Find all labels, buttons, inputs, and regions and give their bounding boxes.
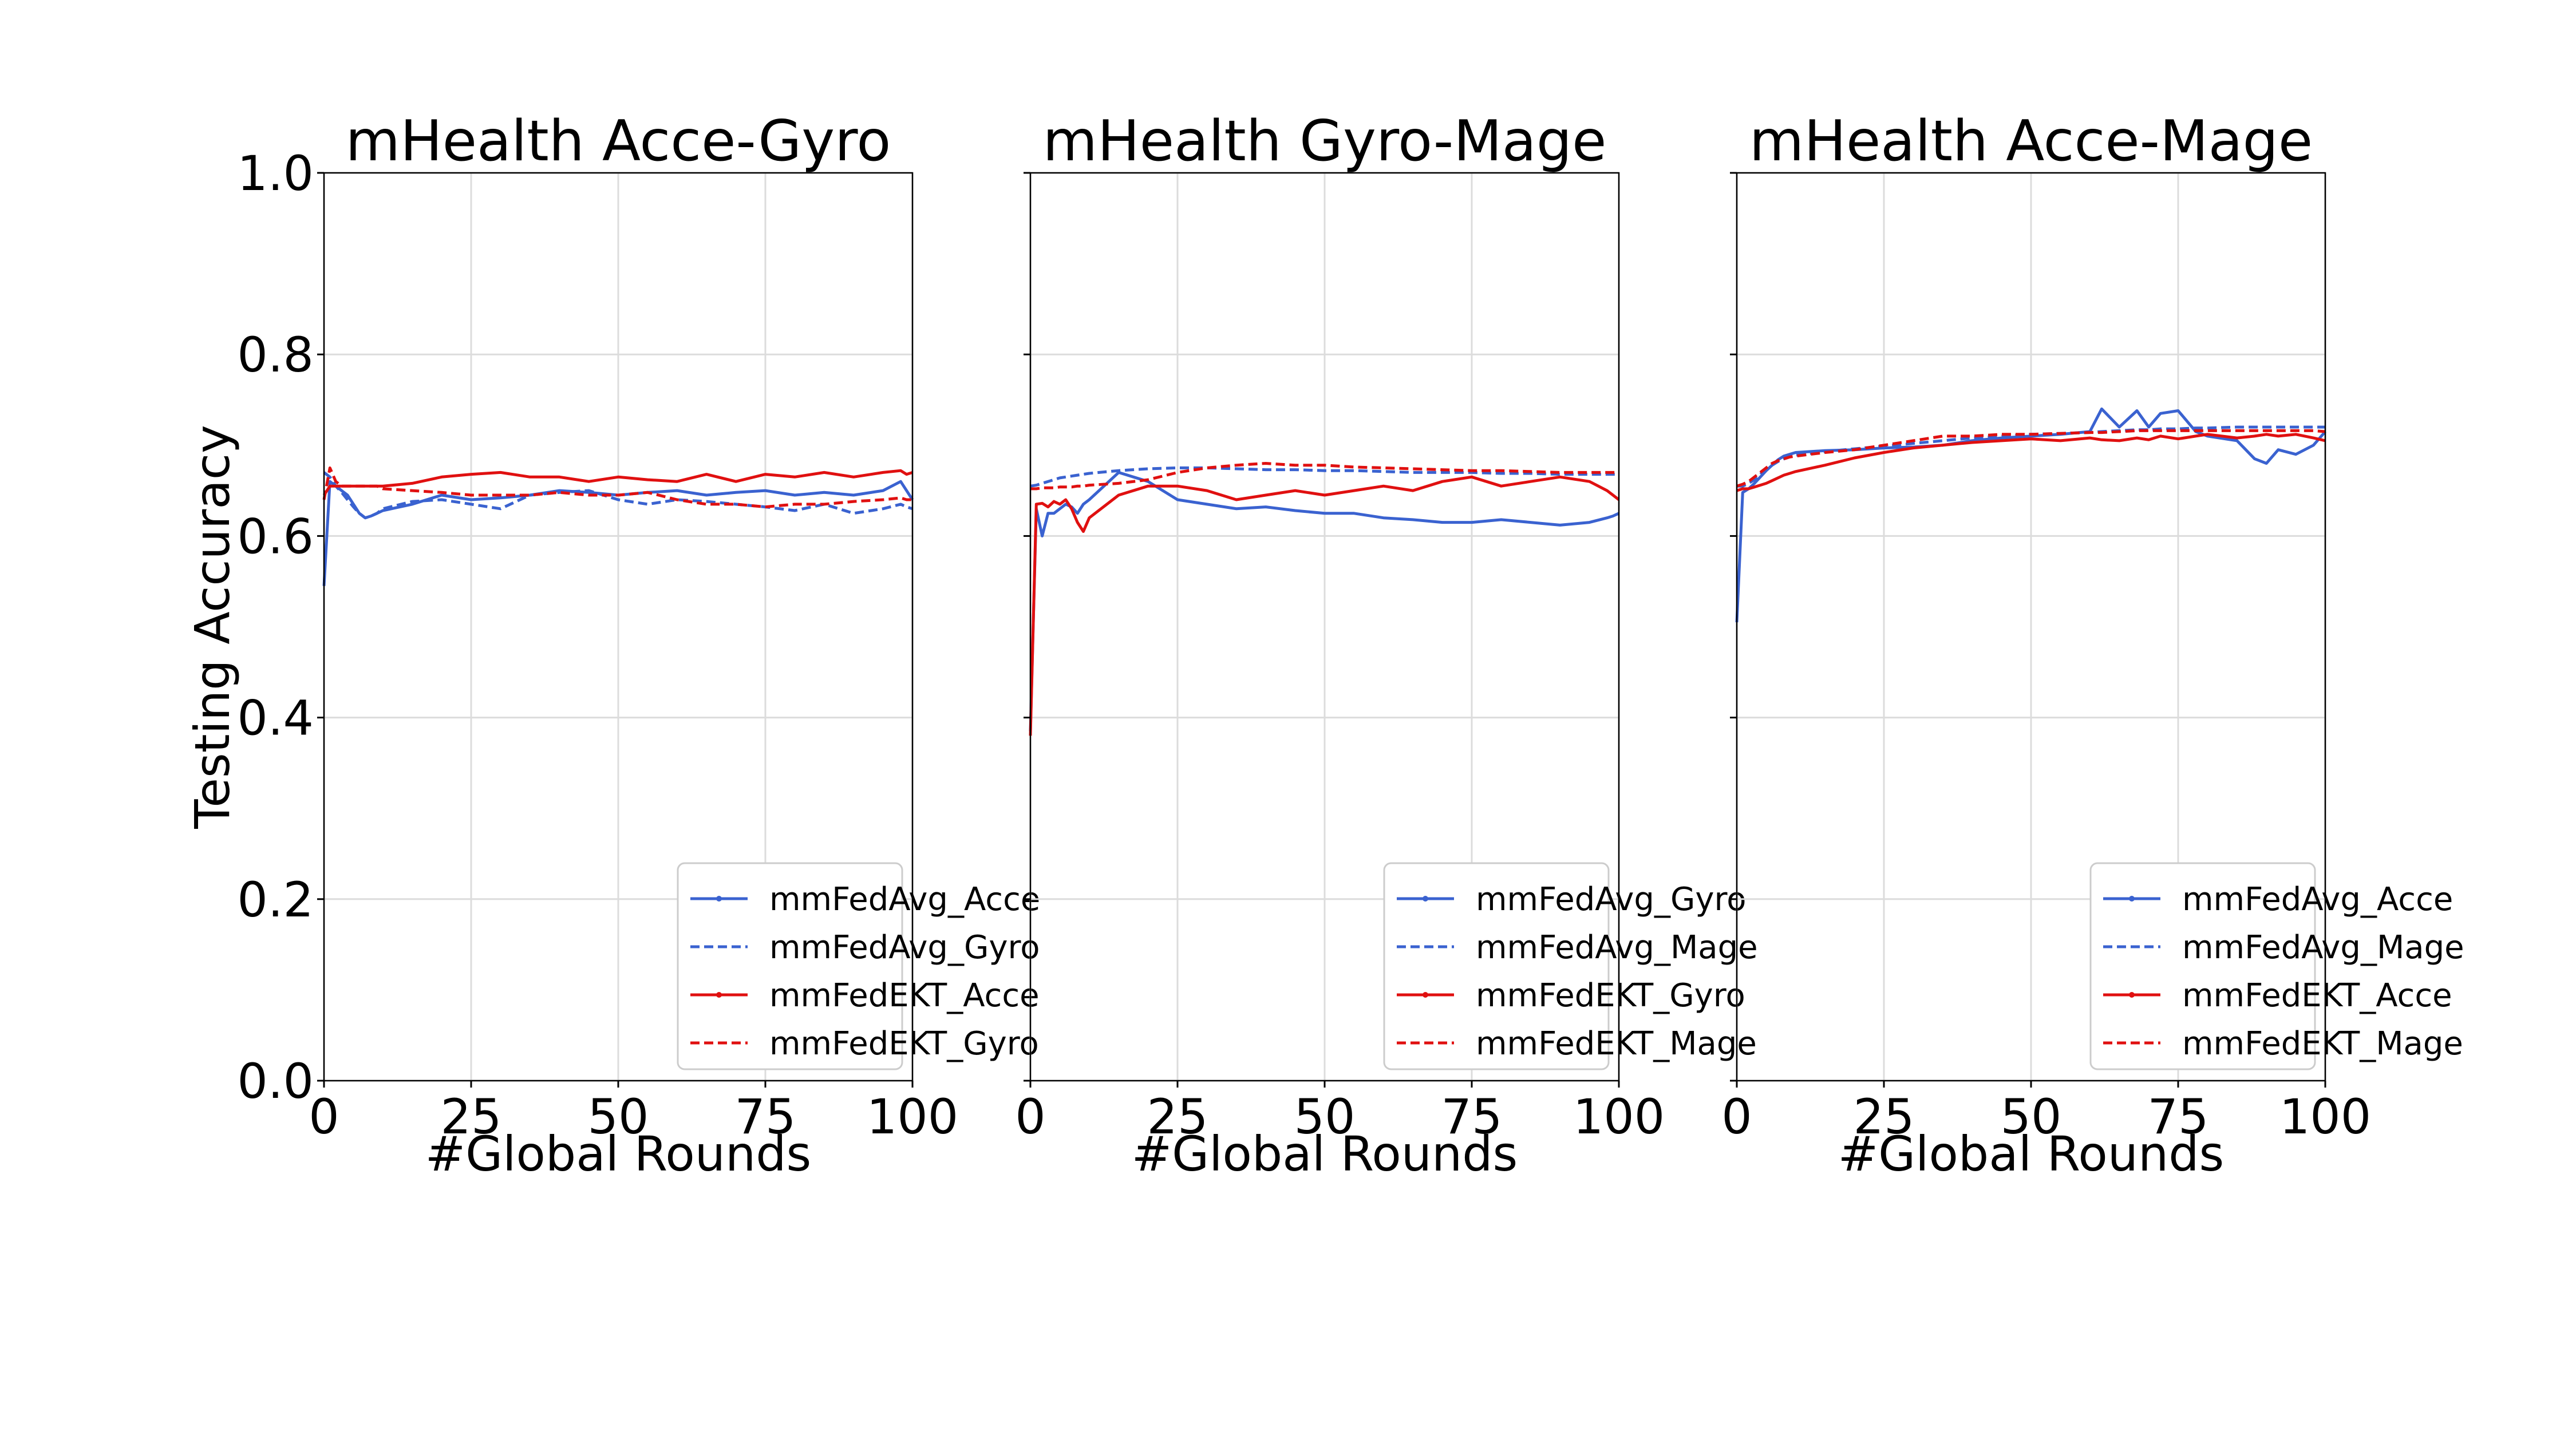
legend-marker xyxy=(2129,992,2135,998)
series-line-mmFedEKT_Acce xyxy=(1736,433,2326,492)
series-line-mmFedAvg_Acce xyxy=(1735,407,2326,623)
legend-label: mmFedEKT_Gyro xyxy=(769,1025,1039,1062)
legend-marker xyxy=(716,896,722,902)
legend-label: mmFedAvg_Mage xyxy=(1476,929,1758,966)
y-tick-label: 0.0 xyxy=(237,1053,314,1109)
chart-title: mHealth Gyro-Mage xyxy=(1043,109,1607,174)
series-line-mmFedEKT_Gyro xyxy=(322,466,912,509)
chart-title: mHealth Acce-Mage xyxy=(1749,109,2313,174)
legend-label: mmFedAvg_Gyro xyxy=(769,929,1040,966)
series-line-mmFedEKT_Mage xyxy=(1030,462,1619,491)
x-tick-label: 25 xyxy=(441,1089,502,1145)
chart-title: mHealth Acce-Gyro xyxy=(346,109,891,174)
x-tick-label: 0 xyxy=(309,1089,339,1145)
legend: mmFedAvg_Acce mmFedAvg_Mage mmFedEKT_Accem… xyxy=(2089,862,2464,1070)
legend-box xyxy=(2089,862,2316,1070)
y-tick-label: 1.0 xyxy=(237,145,314,201)
x-tick-label: 100 xyxy=(867,1089,958,1145)
y-tick-label: 0.6 xyxy=(237,508,314,564)
series-line-mmFedEKT_Gyro xyxy=(1029,475,1620,736)
x-tick-label: 25 xyxy=(1854,1089,1915,1145)
legend-label: mmFedEKT_Gyro xyxy=(1476,977,1745,1014)
x-axis-label: #Global Rounds xyxy=(1132,1126,1518,1182)
legend-label: mmFedEKT_Acce xyxy=(2182,977,2452,1014)
series-line-mmFedAvg_Gyro xyxy=(1029,471,1620,732)
legend-marker xyxy=(2129,896,2135,902)
x-tick-label: 100 xyxy=(2279,1089,2371,1145)
series-line-mmFedAvg_Gyro xyxy=(323,471,913,520)
x-tick-label: 75 xyxy=(1441,1089,1503,1145)
legend-label: mmFedAvg_Mage xyxy=(2182,929,2464,966)
legend-label: mmFedAvg_Acce xyxy=(769,881,1040,918)
x-tick-label: 100 xyxy=(1573,1089,1665,1145)
legend-label: mmFedAvg_Gyro xyxy=(1476,881,1747,918)
chart-panel-2: 0 25 50 75 100 mHealth Gyro-Mage #Global Round… xyxy=(1015,109,1757,1182)
x-axis-label: #Global Rounds xyxy=(425,1126,812,1182)
x-tick-label: 75 xyxy=(2148,1089,2209,1145)
y-tick-label: 0.4 xyxy=(237,690,314,746)
y-axis-label: Testing Accuracy xyxy=(184,425,240,829)
y-tick-label: 0.2 xyxy=(237,872,314,928)
legend-marker xyxy=(1423,992,1428,998)
x-tick-label: 0 xyxy=(1015,1089,1045,1145)
series-line-mmFedEKT_Acce xyxy=(322,469,913,496)
x-tick-label: 50 xyxy=(2001,1089,2062,1145)
x-tick-label: 50 xyxy=(1294,1089,1356,1145)
legend-label: mmFedEKT_Mage xyxy=(1476,1025,1757,1062)
series-line-mmFedAvg_Acce xyxy=(322,480,914,586)
chart-panel-3: 0 25 50 75 100 mHealth Acce-Mage #Global Round… xyxy=(1721,109,2464,1182)
chart-panel-1: 0 25 50 75 100 0.0 0.2 0.4 0.6 0.8 1.0 mHealth Acce… xyxy=(184,109,1040,1182)
legend: mmFedAvg_Gyro mmFedAvg_Mage mmFedEKT_Gyrom… xyxy=(1383,862,1758,1070)
series-line-mmFedEKT_Mage xyxy=(1736,429,2326,488)
x-axis-label: #Global Rounds xyxy=(1838,1126,2225,1182)
legend: mmFedAvg_Acce mmFedAvg_Gyro mmFedEKT_Accem… xyxy=(677,862,1040,1070)
x-tick-label: 75 xyxy=(735,1089,796,1145)
legend-marker xyxy=(1423,896,1428,902)
y-tick-label: 0.8 xyxy=(237,327,314,383)
legend-label: mmFedAvg_Acce xyxy=(2182,881,2453,918)
legend-marker xyxy=(716,992,722,998)
x-tick-label: 50 xyxy=(588,1089,649,1145)
x-tick-label: 0 xyxy=(1721,1089,1752,1145)
series-line-mmFedAvg_Mage xyxy=(1030,466,1619,488)
legend-label: mmFedEKT_Mage xyxy=(2182,1025,2463,1062)
legend-box xyxy=(677,862,903,1070)
x-tick-label: 25 xyxy=(1147,1089,1208,1145)
legend-label: mmFedEKT_Acce xyxy=(769,977,1040,1014)
legend-box xyxy=(1383,862,1610,1070)
